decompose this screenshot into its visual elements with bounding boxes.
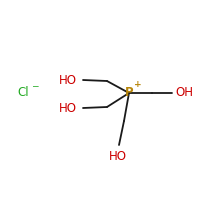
Text: HO: HO	[59, 73, 77, 86]
Text: OH: OH	[175, 86, 193, 99]
Text: −: −	[31, 81, 39, 90]
Text: Cl: Cl	[17, 86, 29, 99]
Text: HO: HO	[109, 150, 127, 162]
Text: P: P	[125, 86, 133, 99]
Text: +: +	[134, 80, 141, 89]
Text: HO: HO	[59, 102, 77, 115]
